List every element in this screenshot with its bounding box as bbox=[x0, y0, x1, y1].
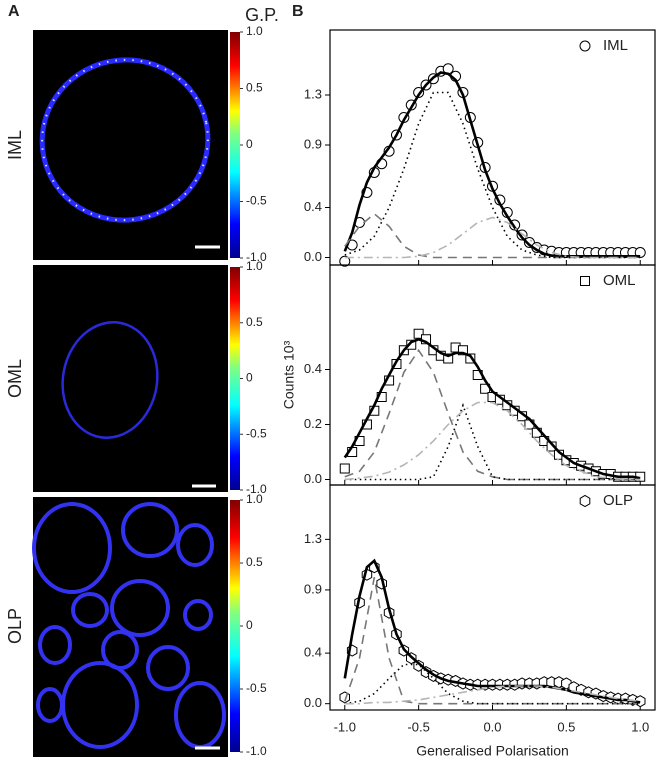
legend-label: IML bbox=[603, 37, 628, 54]
colorbar-tick-label: 0.5 bbox=[246, 555, 263, 569]
y-tick-label: 0.4 bbox=[304, 645, 322, 660]
data-point bbox=[339, 255, 351, 267]
colorbar-tick-label: -0.5 bbox=[246, 426, 267, 440]
legend-label: OLP bbox=[603, 492, 633, 509]
component-line bbox=[344, 348, 641, 481]
data-point bbox=[457, 345, 468, 356]
x-tick-label: 0.5 bbox=[557, 719, 575, 734]
micrograph bbox=[33, 30, 228, 260]
row-label: OML bbox=[5, 359, 25, 398]
plot-frame bbox=[329, 29, 656, 266]
data-point bbox=[443, 353, 454, 364]
x-tick-label: 0.0 bbox=[483, 719, 501, 734]
component-line bbox=[344, 401, 641, 481]
colorbar-tick-label: 0.5 bbox=[246, 81, 263, 95]
data-point bbox=[413, 659, 424, 672]
fit-line bbox=[343, 337, 641, 480]
y-tick-label: 1.3 bbox=[304, 86, 322, 101]
x-axis-label: Generalised Polarisation bbox=[416, 743, 569, 759]
micrograph bbox=[32, 497, 228, 757]
legend-marker bbox=[580, 276, 590, 286]
component-line bbox=[344, 577, 641, 705]
component-line bbox=[344, 663, 641, 705]
legend-marker bbox=[579, 494, 591, 508]
row-label: IML bbox=[5, 130, 25, 160]
y-tick-label: 0.4 bbox=[304, 361, 322, 376]
component-line bbox=[344, 685, 641, 705]
y-tick-label: 0.0 bbox=[304, 471, 322, 486]
legend-label: OML bbox=[603, 272, 636, 289]
colorbar-tick-label: 1.0 bbox=[246, 492, 263, 506]
colorbar-tick-label: 0 bbox=[246, 371, 253, 385]
fit-line bbox=[343, 558, 641, 704]
colorbar-tick-label: 0.5 bbox=[246, 315, 263, 329]
fit-line bbox=[343, 71, 641, 258]
panel-letter: A bbox=[8, 3, 20, 20]
x-tick-label: -1.0 bbox=[334, 719, 356, 734]
colorbar-title: G.P. bbox=[245, 5, 279, 25]
colorbar bbox=[230, 32, 240, 258]
colorbar-tick-label: -1.0 bbox=[246, 250, 267, 264]
colorbar-tick-label: 1.0 bbox=[246, 259, 263, 273]
y-tick-label: 0.9 bbox=[304, 136, 322, 151]
data-point bbox=[406, 339, 417, 350]
y-tick-label: 0.0 bbox=[304, 249, 322, 264]
plot-frame bbox=[329, 484, 656, 711]
colorbar-tick-label: -1.0 bbox=[246, 744, 267, 758]
colorbar-tick-label: -0.5 bbox=[246, 681, 267, 695]
colorbar-tick-label: 1.0 bbox=[246, 24, 263, 38]
component-line bbox=[344, 216, 641, 259]
y-tick-label: 0.9 bbox=[304, 581, 322, 596]
plot-frame bbox=[329, 264, 656, 486]
x-tick-label: -0.5 bbox=[407, 719, 429, 734]
y-tick-label: 1.3 bbox=[304, 531, 322, 546]
y-tick-label: 0.4 bbox=[304, 199, 322, 214]
colorbar-tick-label: 0 bbox=[246, 618, 253, 632]
colorbar-tick-label: -0.5 bbox=[246, 194, 267, 208]
component-line bbox=[344, 91, 641, 259]
y-axis-label: Counts 10³ bbox=[281, 340, 297, 409]
colorbar-tick-label: 0 bbox=[246, 137, 253, 151]
x-tick-label: 1.0 bbox=[631, 719, 649, 734]
legend-marker bbox=[579, 40, 591, 52]
y-tick-label: 0.0 bbox=[304, 695, 322, 710]
row-label: OLP bbox=[5, 608, 25, 644]
colorbar-tick-label: -1.0 bbox=[246, 482, 267, 496]
micrograph bbox=[33, 265, 228, 492]
data-point bbox=[339, 463, 350, 474]
colorbar bbox=[230, 500, 240, 752]
panel-letter: B bbox=[292, 3, 304, 20]
data-point bbox=[465, 353, 476, 364]
y-tick-label: 0.2 bbox=[304, 416, 322, 431]
colorbar bbox=[230, 267, 240, 490]
